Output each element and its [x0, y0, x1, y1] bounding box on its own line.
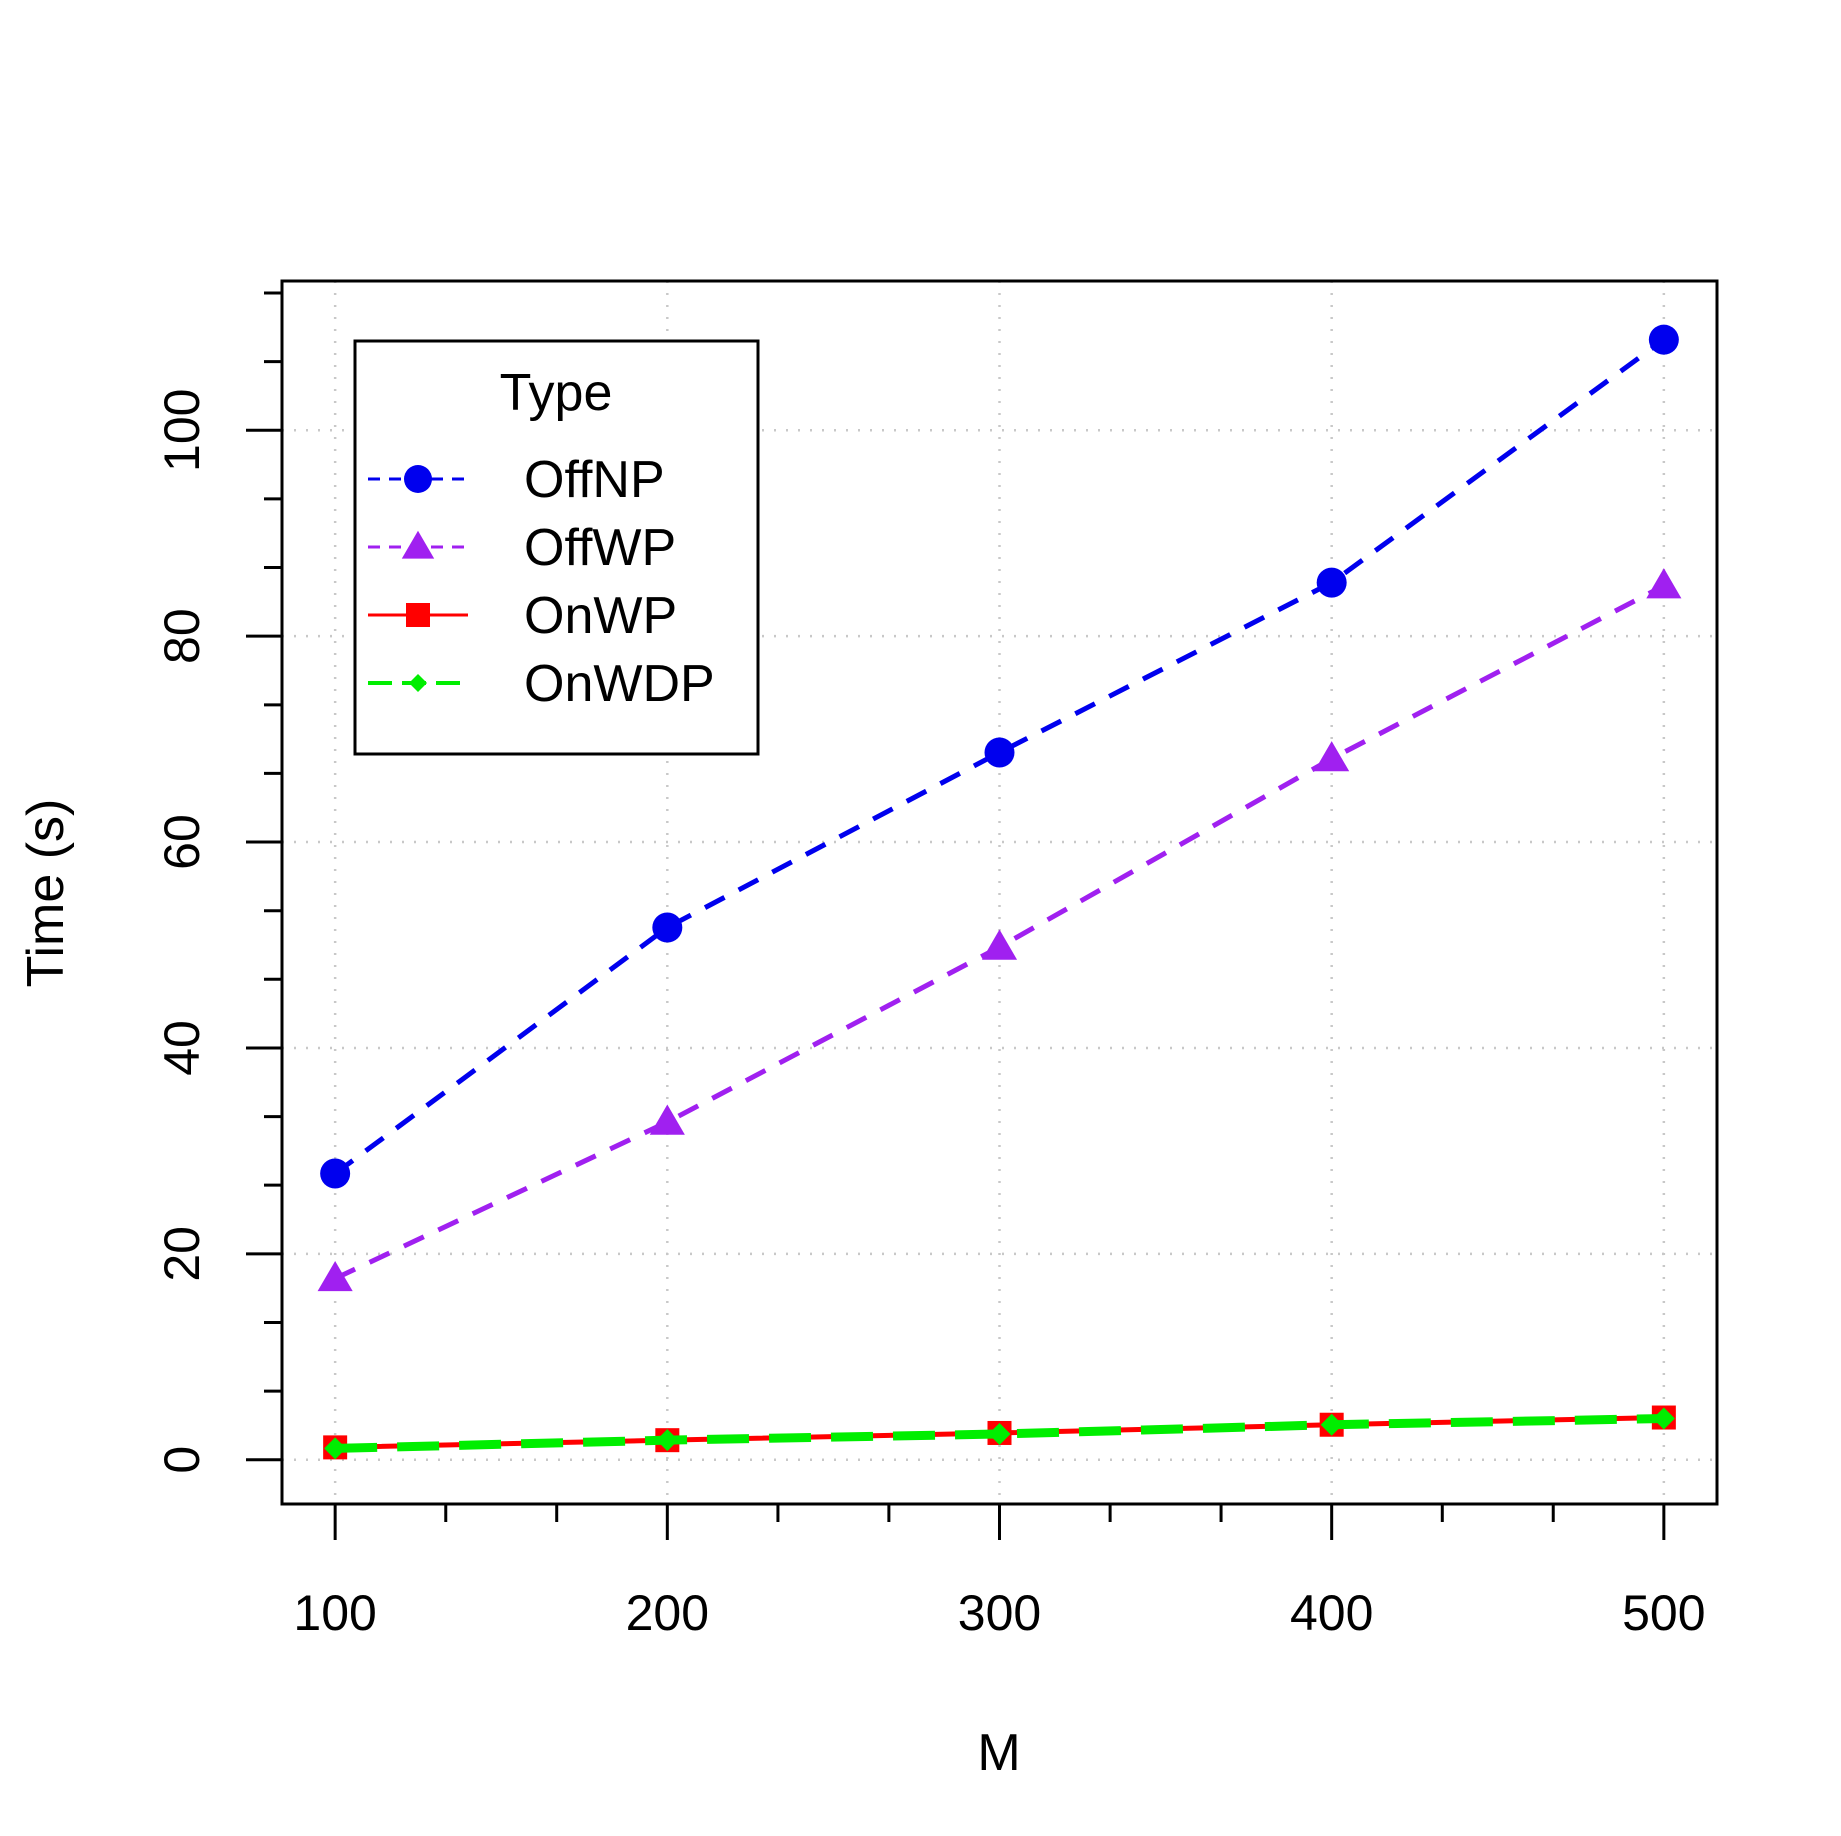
series-layer [317, 324, 1682, 1460]
legend-marker [409, 674, 427, 692]
legend-label: OnWDP [524, 655, 715, 713]
series-offnp [320, 324, 1679, 1189]
legend-marker [404, 465, 432, 493]
legend-marker [406, 603, 430, 627]
legend-entry-onwdp: OnWDP [368, 655, 715, 713]
y-tick-label: 40 [154, 1020, 210, 1076]
y-tick-label: 0 [154, 1446, 210, 1474]
axes: 100 200 300 400 500 0 20 40 60 80 100 [154, 291, 1706, 1641]
data-point [317, 1260, 353, 1292]
x-tick-label: 300 [958, 1585, 1041, 1641]
legend-label: OnWP [524, 587, 677, 645]
data-point [656, 1429, 679, 1452]
series-offwp [317, 568, 1682, 1292]
legend: Type OffNP OffWP OnWP OnWDP [353, 339, 760, 756]
x-tick-label: 200 [626, 1585, 709, 1641]
legend-entry-offnp: OffNP [368, 451, 665, 509]
legend-marker [401, 530, 435, 559]
legend-entries: OffNP OffWP OnWP OnWDP [368, 451, 715, 713]
legend-entry-offwp: OffWP [368, 519, 676, 577]
x-tick-label: 500 [1622, 1585, 1705, 1641]
series-line [333, 337, 1666, 1176]
data-point [649, 1104, 685, 1135]
data-point [988, 1422, 1011, 1445]
series-onwdp [324, 1407, 1675, 1460]
legend-title: Type [500, 364, 613, 422]
series-line [335, 1414, 1664, 1453]
data-point [1646, 568, 1682, 599]
data-point [1320, 1413, 1343, 1436]
y-tick-label: 60 [154, 814, 210, 870]
y-axis-label: Time (s) [17, 799, 75, 988]
x-axis-label: M [977, 1724, 1020, 1782]
data-point [652, 912, 683, 943]
y-tick-label: 100 [154, 389, 210, 472]
data-point [984, 737, 1015, 768]
legend-label: OffNP [524, 451, 665, 509]
legend-entry-onwp: OnWP [368, 587, 677, 645]
data-point [324, 1437, 347, 1460]
data-point [1652, 1407, 1675, 1430]
data-point [1648, 324, 1679, 355]
data-point [1314, 741, 1350, 772]
data-point [320, 1158, 351, 1189]
x-tick-label: 400 [1290, 1585, 1373, 1641]
data-point [1316, 567, 1347, 598]
y-tick-label: 80 [154, 608, 210, 664]
data-point [981, 929, 1018, 960]
y-tick-label: 20 [154, 1226, 210, 1282]
legend-label: OffWP [524, 519, 676, 577]
x-tick-label: 100 [293, 1585, 376, 1641]
